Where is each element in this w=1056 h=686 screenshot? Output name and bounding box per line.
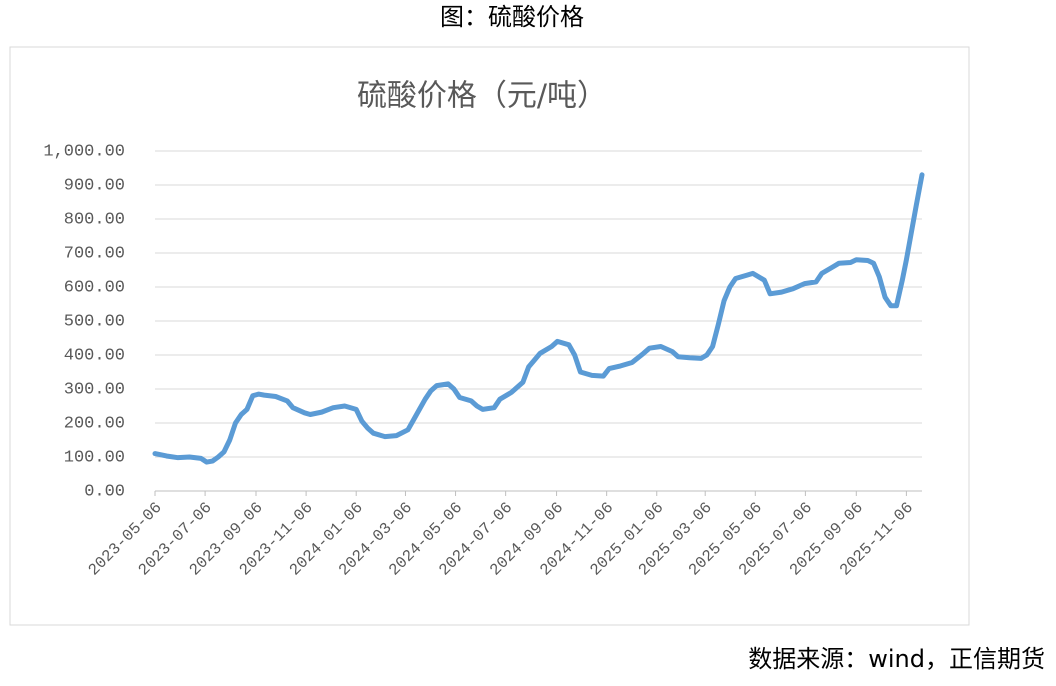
y-tick-label: 800.00 (64, 210, 125, 229)
y-tick-label: 200.00 (64, 414, 125, 433)
chart-frame (9, 46, 970, 626)
y-tick-label: 0.00 (84, 482, 125, 501)
source-note: 数据来源：wind，正信期货 (748, 645, 1045, 673)
chart-title: 硫酸价格（元/吨） (357, 79, 607, 114)
y-tick-label: 500.00 (64, 312, 125, 331)
y-tick-label: 900.00 (64, 176, 125, 195)
y-tick-label: 300.00 (64, 380, 125, 399)
y-tick-label: 400.00 (64, 346, 125, 365)
y-tick-label: 700.00 (64, 244, 125, 263)
price-line (152, 172, 925, 465)
caption: 图：硫酸价格 (440, 3, 584, 31)
y-tick-label: 100.00 (64, 448, 125, 467)
y-tick-label: 600.00 (64, 278, 125, 297)
y-tick-label: 1,000.00 (43, 142, 125, 161)
